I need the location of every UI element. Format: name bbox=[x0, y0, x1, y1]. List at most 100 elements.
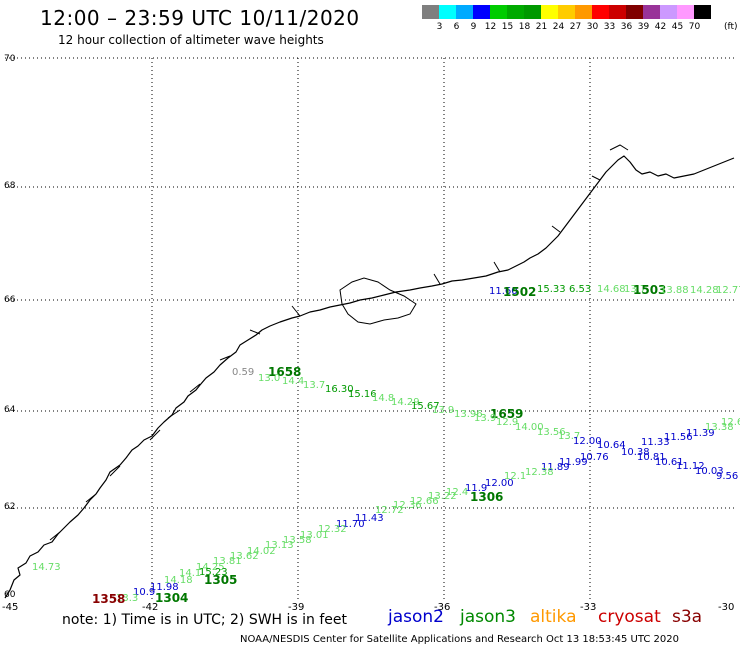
wave-height-value: 11.12 bbox=[676, 461, 705, 472]
wave-height-value: 10.38 bbox=[621, 447, 650, 458]
wave-height-value: 11.89 bbox=[541, 462, 570, 473]
legend-label: 24 bbox=[552, 22, 565, 32]
legend-swatch bbox=[558, 5, 575, 19]
satellite-cryosat: cryosat bbox=[598, 607, 661, 627]
lon-label-45: -45 bbox=[2, 602, 19, 613]
wave-height-value: 13.9 bbox=[432, 405, 455, 416]
legend-label: 21 bbox=[535, 22, 548, 32]
legend-label: 12 bbox=[484, 22, 497, 32]
legend-swatch bbox=[456, 5, 473, 19]
greenland-coastline bbox=[4, 155, 735, 599]
wave-height-value: 15.23 bbox=[199, 567, 228, 578]
pass-time-label: 1304 bbox=[155, 591, 189, 605]
legend-swatch bbox=[643, 5, 660, 19]
wave-height-value: 11.39 bbox=[686, 428, 715, 439]
pass-time-label: 1658 bbox=[268, 365, 302, 379]
wave-height-value: 13.7 bbox=[624, 284, 647, 295]
wave-height-value: 14.68 bbox=[597, 284, 626, 295]
pass-time-label: 1358 bbox=[92, 592, 126, 606]
lat-label-66: 66 bbox=[4, 295, 16, 305]
legend-label: 9 bbox=[470, 22, 477, 32]
legend-swatch bbox=[575, 5, 592, 19]
wave-height-value: 15.67 bbox=[411, 401, 440, 412]
pass-time-label: 1503 bbox=[633, 283, 667, 297]
pass-time-label: 1502 bbox=[503, 285, 537, 299]
legend-label: 39 bbox=[637, 22, 650, 32]
wave-height-value: 13.58 bbox=[283, 535, 312, 546]
legend-label: 30 bbox=[586, 22, 599, 32]
satellite-s3a: s3a bbox=[672, 607, 703, 627]
wave-height-value: 12.6 bbox=[721, 417, 740, 428]
wave-height-value: 10.9 bbox=[133, 587, 156, 598]
wave-height-value: 12.32 bbox=[318, 524, 347, 535]
wave-height-value: 14.8 bbox=[372, 393, 395, 404]
legend-swatch bbox=[524, 5, 541, 19]
legend-label: 33 bbox=[603, 22, 616, 32]
legend-swatch bbox=[694, 5, 711, 19]
legend-swatch bbox=[473, 5, 490, 19]
satellite-jason3: jason3 bbox=[460, 607, 516, 627]
wave-height-value: 14.25 bbox=[196, 562, 225, 573]
wave-height-value: 14.73 bbox=[32, 562, 61, 573]
legend-label: 18 bbox=[518, 22, 531, 32]
wave-height-value: 11.56 bbox=[664, 432, 693, 443]
wave-height-value: 14.18 bbox=[164, 575, 193, 586]
legend-swatch bbox=[677, 5, 694, 19]
wave-height-value: 12.9 bbox=[496, 417, 519, 428]
legend-swatch bbox=[422, 5, 439, 19]
wave-height-value: 13.9 bbox=[474, 413, 497, 424]
wave-height-value: 10.64 bbox=[597, 440, 626, 451]
lat-label-68: 68 bbox=[4, 181, 16, 191]
legend-label: 45 bbox=[671, 22, 684, 32]
lon-label-30: -30 bbox=[718, 602, 735, 613]
wave-height-value: 14.29 bbox=[391, 397, 420, 408]
wave-height-value: 14.02 bbox=[247, 546, 276, 557]
wave-height-value: 13.38 bbox=[705, 422, 734, 433]
legend-swatch bbox=[609, 5, 626, 19]
satellite-jason2: jason2 bbox=[388, 607, 444, 627]
legend-label: 36 bbox=[620, 22, 633, 32]
credit-line: NOAA/NESDIS Center for Satellite Applica… bbox=[240, 634, 679, 645]
lon-label-33: -33 bbox=[580, 602, 597, 613]
lat-label-60: 60 bbox=[4, 590, 16, 600]
wave-height-value: 14.00 bbox=[515, 422, 544, 433]
wave-height-value: 11.33 bbox=[641, 437, 670, 448]
wave-height-value: 11.9 bbox=[465, 483, 488, 494]
wave-height-value: 11.43 bbox=[355, 513, 384, 524]
legend-swatch bbox=[626, 5, 643, 19]
wave-height-value: 15.16 bbox=[348, 389, 377, 400]
wave-height-value: 10.61 bbox=[655, 457, 684, 468]
legend-label: 6 bbox=[453, 22, 460, 32]
wave-height-value: 9.56 bbox=[716, 471, 739, 482]
wave-height-value: 11.98 bbox=[150, 582, 179, 593]
legend-swatch bbox=[490, 5, 507, 19]
wave-height-value: 10.03 bbox=[695, 466, 724, 477]
wave-height-value: 13.13 bbox=[265, 540, 294, 551]
legend-label: 70 bbox=[688, 22, 701, 32]
legend-label: 27 bbox=[569, 22, 582, 32]
legend-label: 15 bbox=[501, 22, 514, 32]
lon-label-36: -36 bbox=[434, 602, 451, 613]
wave-height-value: 13.7 bbox=[303, 380, 326, 391]
legend-swatch bbox=[541, 5, 558, 19]
legend-label: 42 bbox=[654, 22, 667, 32]
wave-height-value: 13.56 bbox=[537, 427, 566, 438]
wave-height-value: 13.81 bbox=[213, 556, 242, 567]
lat-label-62: 62 bbox=[4, 502, 16, 512]
wave-height-value: 13.7 bbox=[558, 431, 581, 442]
lat-gridlines bbox=[5, 57, 734, 509]
wave-height-value: 13.22 bbox=[428, 491, 457, 502]
wave-height-value: 11.70 bbox=[336, 519, 365, 530]
wave-height-value: 13.01 bbox=[300, 530, 329, 541]
lon-label-42: -42 bbox=[142, 602, 159, 613]
legend-swatch bbox=[439, 5, 456, 19]
wave-height-value: 13.88 bbox=[660, 285, 689, 296]
wave-height-value: 13.62 bbox=[230, 551, 259, 562]
wave-height-value: 10.76 bbox=[580, 452, 609, 463]
legend-unit: (ft) bbox=[724, 22, 738, 32]
lat-label-64: 64 bbox=[4, 405, 16, 415]
wave-height-value: 15.33 bbox=[537, 284, 566, 295]
wave-height-value: 10.81 bbox=[637, 452, 666, 463]
wave-height-value: 12.36 bbox=[393, 500, 422, 511]
wave-height-value: 13.3 bbox=[116, 593, 139, 604]
